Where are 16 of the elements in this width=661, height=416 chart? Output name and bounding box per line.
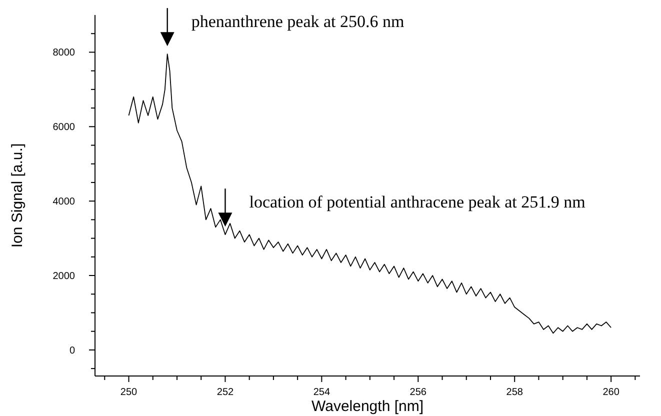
x-axis-title: Wavelength [nm] — [312, 398, 424, 415]
y-tick-label: 0 — [69, 345, 76, 356]
y-tick-label: 2000 — [52, 271, 76, 282]
x-tick-label: 254 — [313, 387, 330, 398]
x-tick-label: 252 — [216, 387, 234, 398]
y-tick-label: 6000 — [52, 122, 76, 134]
x-tick-label: 258 — [506, 387, 524, 398]
x-tick-label: 250 — [120, 387, 138, 398]
y-tick-label: 4000 — [52, 196, 76, 208]
y-axis-title: Ion Signal [a.u.] — [9, 143, 26, 248]
annotation: location of potential anthracene peak at 251.9 nm — [249, 192, 586, 212]
line-series — [128, 54, 612, 334]
annotation: phenanthrene peak at 250.6 nm — [191, 12, 404, 32]
y-tick-label: 8000 — [52, 48, 76, 59]
x-tick-label: 256 — [410, 387, 427, 398]
x-tick-label: 260 — [602, 387, 620, 398]
